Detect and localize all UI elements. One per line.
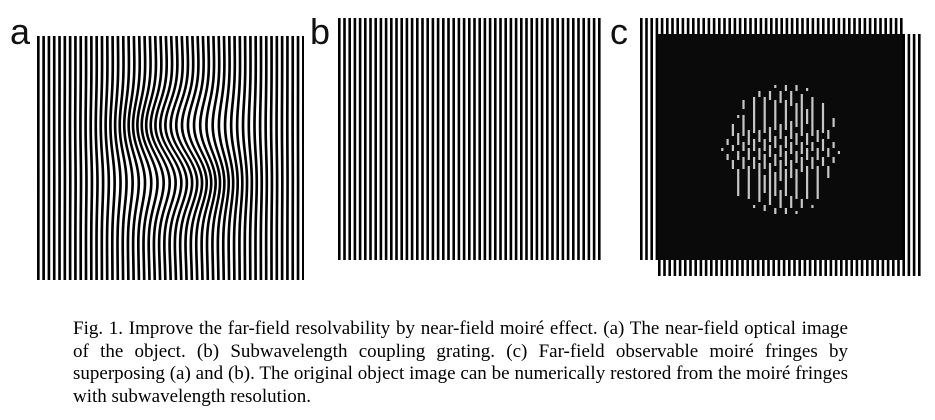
panel-b-label: b	[310, 11, 331, 52]
figure-caption: Fig. 1. Improve the far-field resolvabil…	[73, 318, 848, 407]
panel-c-label: c	[610, 11, 628, 52]
panel-a-distorted-grating-image	[37, 36, 304, 280]
panel-a-label: a	[10, 11, 31, 52]
panel-b-coupling-grating-image	[338, 18, 603, 260]
panel-c-moire-fringes-image	[640, 18, 922, 276]
